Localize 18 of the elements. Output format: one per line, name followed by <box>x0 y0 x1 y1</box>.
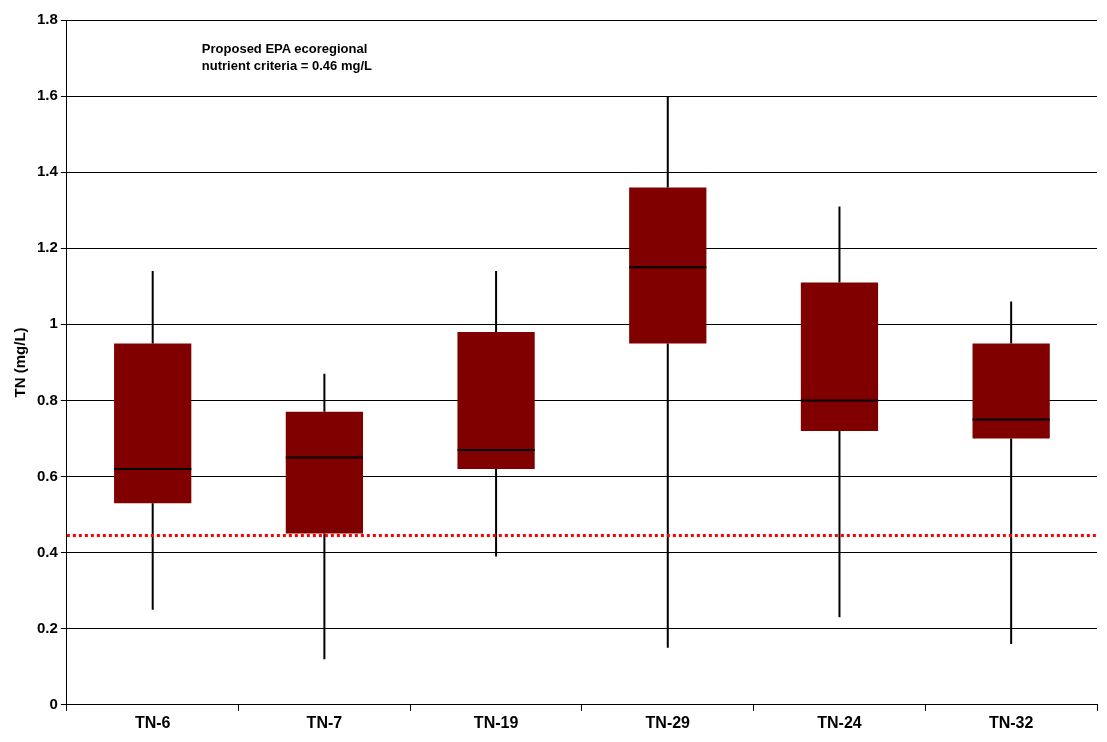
y-tick-label: 0.4 <box>36 542 59 560</box>
y-tick-label: 0 <box>49 694 58 712</box>
y-tick-label: 0.8 <box>36 390 58 408</box>
y-tick-label: 1 <box>49 314 58 332</box>
x-tick-label: TN-6 <box>134 713 171 731</box>
y-tick-label: 0.6 <box>36 466 58 484</box>
y-tick-label: 1.2 <box>36 238 58 256</box>
y-tick-label: 0.2 <box>36 618 58 636</box>
x-tick-label: TN-7 <box>306 713 343 731</box>
x-tick-label: TN-29 <box>645 713 691 731</box>
x-tick-label: TN-32 <box>988 713 1034 731</box>
y-axis-title: TN (mg/L) <box>11 327 29 398</box>
y-tick-label: 1.4 <box>36 162 59 180</box>
y-tick-label: 1.8 <box>36 10 58 28</box>
x-tick-label: TN-24 <box>817 713 862 731</box>
annotation: Proposed EPA ecoregional nutrient criteria = 0.46 mg/L <box>201 41 373 74</box>
x-tick-label: TN-19 <box>473 713 519 731</box>
y-tick-label: 1.6 <box>36 86 58 104</box>
